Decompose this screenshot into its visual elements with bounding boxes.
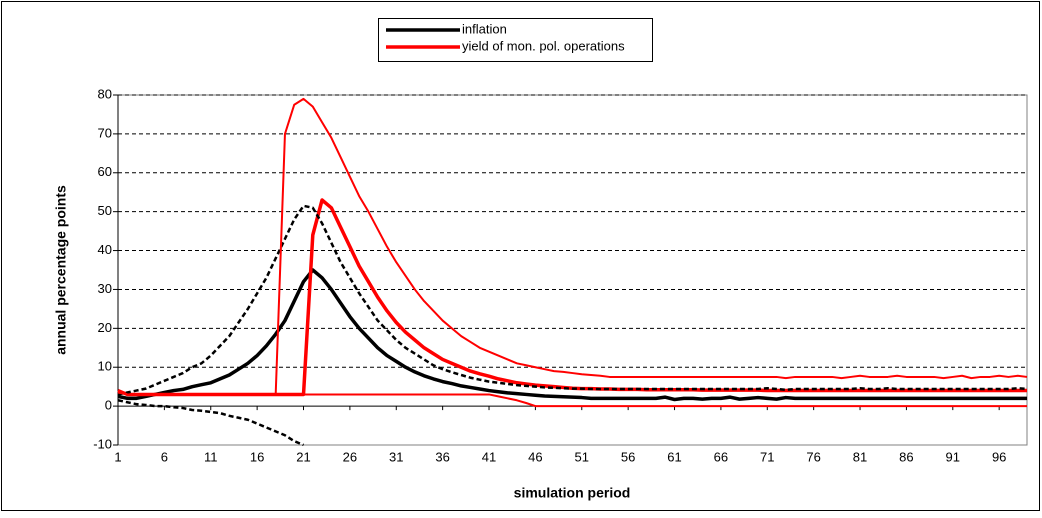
x-tick-label: 46 xyxy=(528,449,542,464)
series-line xyxy=(117,391,1027,408)
x-tick-label: 96 xyxy=(992,449,1006,464)
x-tick-label: 1 xyxy=(114,449,121,464)
y-tick-label: 30 xyxy=(98,281,112,296)
x-tick-label: 71 xyxy=(760,449,774,464)
legend-label: inflation xyxy=(462,21,507,36)
y-axis-title: annual percentage points xyxy=(53,185,69,355)
legend-box xyxy=(378,18,653,62)
x-tick-label: 51 xyxy=(575,449,589,464)
x-tick-label: 76 xyxy=(806,449,820,464)
y-tick-label: -10 xyxy=(93,436,112,451)
y-tick-label: 10 xyxy=(98,359,112,374)
x-tick-label: 41 xyxy=(482,449,496,464)
x-tick-label: 16 xyxy=(250,449,264,464)
x-tick-label: 6 xyxy=(161,449,168,464)
y-tick-label: 50 xyxy=(98,203,112,218)
x-tick-label: 21 xyxy=(296,449,310,464)
y-tick-label: 70 xyxy=(98,125,112,140)
y-tick-label: 60 xyxy=(98,164,112,179)
y-tick-label: 80 xyxy=(98,86,112,101)
legend: inflation yield of mon. pol. operations xyxy=(378,18,653,62)
x-tick-label: 86 xyxy=(899,449,913,464)
legend-label: yield of mon. pol. operations xyxy=(462,38,625,53)
x-tick-label: 91 xyxy=(946,449,960,464)
plot-area xyxy=(117,94,1028,446)
series-line xyxy=(117,268,1027,402)
x-tick-label: 36 xyxy=(435,449,449,464)
series-line xyxy=(117,204,1028,396)
x-tick-label: 66 xyxy=(714,449,728,464)
x-tick-label: 81 xyxy=(853,449,867,464)
x-tick-label: 11 xyxy=(204,449,218,464)
y-tick-label: 0 xyxy=(105,398,112,413)
x-tick-label: 31 xyxy=(389,449,403,464)
y-tick-label: 20 xyxy=(98,320,112,335)
x-tick-label: 56 xyxy=(621,449,635,464)
x-tick-label: 26 xyxy=(343,449,357,464)
x-tick-label: 61 xyxy=(667,449,681,464)
x-axis-title: simulation period xyxy=(514,485,631,501)
y-tick-label: 40 xyxy=(98,242,112,257)
